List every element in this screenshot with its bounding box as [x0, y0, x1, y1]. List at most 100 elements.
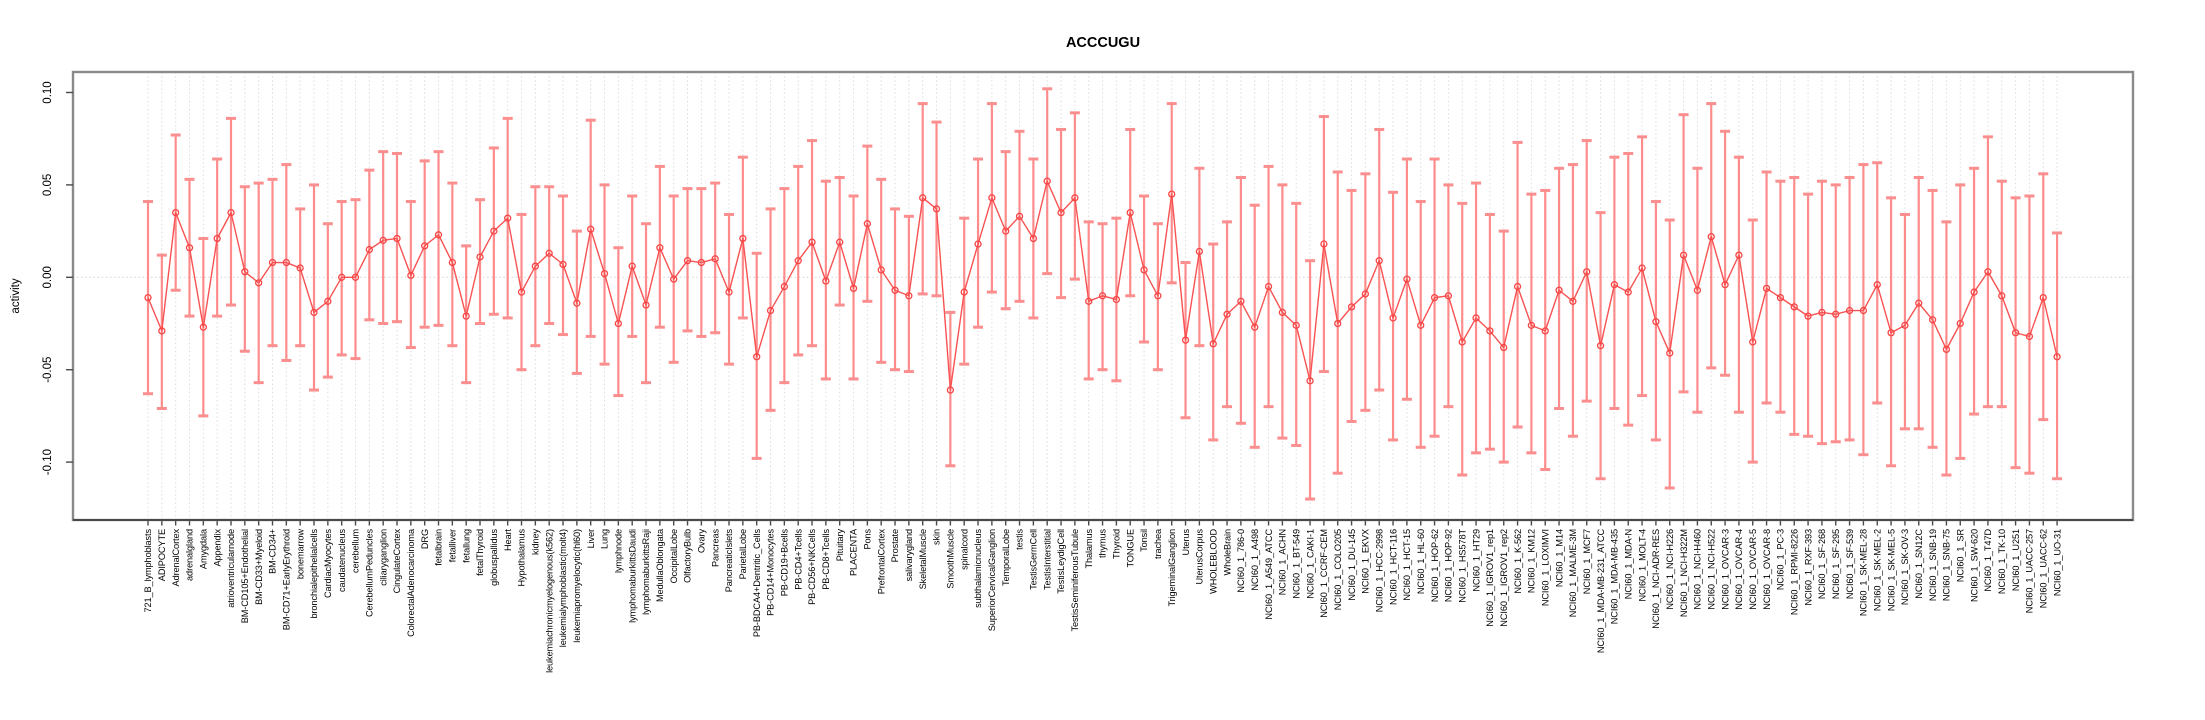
data-point [1845, 306, 1854, 315]
x-category-label: CingulateCortex [392, 529, 402, 594]
data-point [504, 214, 512, 222]
x-category-label: NCI60_1_MALME-3M [1568, 529, 1578, 617]
data-point [1403, 275, 1411, 283]
x-category-label: NCI60_1_HS578T [1457, 529, 1467, 603]
data-point [1417, 321, 1425, 329]
x-category-label: NCI60_1_KM12 [1527, 529, 1537, 593]
data-point [1707, 232, 1715, 241]
x-category-label: NCI60_1_SNB-19 [1928, 529, 1938, 601]
data-point [1541, 327, 1549, 335]
data-point [1901, 321, 1909, 329]
x-category-label: NCI60_1_COLO205 [1333, 529, 1343, 610]
data-point [1749, 338, 1757, 346]
x-category-label: Amygdala [199, 528, 209, 569]
data-point [974, 240, 982, 248]
x-category-label: bronchialepithelialcells [309, 528, 319, 618]
data-point [697, 258, 706, 267]
data-point [476, 253, 484, 261]
x-category-label: NCI60_1_SW-620 [1969, 529, 1979, 602]
x-category-label: NCI60_1_CAKI-1 [1305, 529, 1315, 599]
x-category-label: SuperiorCervicalGanglion [987, 529, 997, 631]
data-point [241, 268, 249, 276]
x-category-label: lymphomaburkittsDaudi [627, 529, 637, 623]
x-category-label: fetalliver [448, 529, 458, 562]
x-category-label: NCI60_1_A549_ATCC [1264, 529, 1274, 620]
data-point [725, 288, 733, 296]
data-point [448, 258, 456, 267]
x-category-label: TrigeminalGanglion [1167, 529, 1177, 607]
data-point [227, 208, 235, 217]
data-point [1029, 234, 1038, 243]
x-category-label: NCI60_1_RPMI-8226 [1789, 529, 1799, 615]
x-category-label: Thyroid [1112, 529, 1122, 559]
data-point [1956, 319, 1964, 328]
data-point [1389, 314, 1397, 322]
x-category-label: 721_B_lymphoblasts [143, 528, 153, 612]
data-point [1942, 345, 1951, 354]
data-point [255, 279, 263, 287]
x-category-label: fetalThyroid [475, 529, 485, 576]
x-category-label: cerebellum [351, 529, 361, 573]
x-category-label: NCI60_1_786-0 [1236, 529, 1246, 593]
y-tick-label: 0.10 [42, 81, 54, 103]
x-category-label: leukemiachronicmyelogenous(k562) [544, 529, 554, 673]
data-point [1043, 177, 1051, 185]
y-tick-label: 0.00 [42, 266, 54, 288]
chart-title: ACCCUGU [1066, 35, 1140, 51]
x-category-label: Appendix [212, 528, 222, 566]
x-category-label: Pons [863, 528, 873, 549]
data-point [905, 292, 913, 300]
x-category-label: ColorectalAdenocarcinoma [406, 528, 416, 637]
x-category-label: NCI60_1_SK-OV-3 [1900, 529, 1910, 605]
x-category-label: Hypothalamus [517, 528, 527, 586]
x-category-label: NCI60_1_U251 [2011, 529, 2021, 591]
x-category-label: NCI60_1_NCI-H226 [1665, 529, 1675, 610]
x-category-label: NCI60_1_A498 [1250, 529, 1260, 591]
data-point [656, 244, 664, 252]
data-point [988, 194, 996, 202]
data-point [960, 288, 968, 296]
data-point [1859, 306, 1868, 315]
data-point [1928, 316, 1937, 324]
x-category-label: NCI60_1_M14 [1554, 529, 1564, 587]
data-point [559, 260, 567, 269]
data-point [1320, 240, 1328, 248]
data-point [379, 236, 387, 244]
data-point [351, 273, 360, 281]
data-point [462, 312, 470, 320]
data-point [1334, 319, 1342, 328]
data-point [836, 238, 844, 246]
data-point [338, 273, 346, 281]
data-point [144, 293, 152, 302]
x-category-label: NCI60_1_HT29 [1471, 529, 1481, 592]
x-category-label: TONGUE [1125, 529, 1135, 568]
data-point [1126, 208, 1134, 217]
data-point [946, 386, 955, 394]
data-point [2011, 329, 2020, 337]
x-category-label: CerebellumPeduncles [365, 528, 375, 616]
x-category-label: testis [1015, 528, 1025, 549]
x-category-label: adrenalgland [185, 529, 195, 581]
x-category-label: NCI60_1_HCT-116 [1388, 529, 1398, 605]
data-point [199, 323, 207, 331]
data-point [213, 234, 221, 243]
x-category-label: NCI60_1_HOP-92 [1444, 529, 1454, 602]
x-category-label: NCI60_1_UO-31 [2052, 529, 2062, 596]
x-category-label: lymphomaburkittsRaji [641, 529, 651, 615]
data-point [1638, 264, 1646, 272]
x-category-label: PB-CD8+Tcells [821, 528, 831, 589]
x-category-label: NCI60_1_SK-MEL-5 [1886, 529, 1896, 611]
data-point [1444, 292, 1453, 300]
x-category-label: thymus [1098, 528, 1108, 558]
data-point [1513, 282, 1522, 291]
data-point [1057, 208, 1065, 217]
x-category-label: NCI60_1_SN12C [1914, 529, 1924, 599]
x-category-label: NCI60_1_MDA-MB-435 [1610, 529, 1620, 624]
x-category-label: WholeBrain [1222, 529, 1232, 576]
y-tick-label: 0.05 [42, 174, 54, 196]
x-category-label: NCI60_1_MDA-N [1623, 529, 1633, 599]
data-point [407, 271, 415, 280]
data-point [1154, 292, 1162, 300]
x-category-label: NCI60_1_NCI-H522 [1706, 529, 1716, 610]
x-category-label: leukemialymphoblastic(molt4) [558, 529, 568, 647]
